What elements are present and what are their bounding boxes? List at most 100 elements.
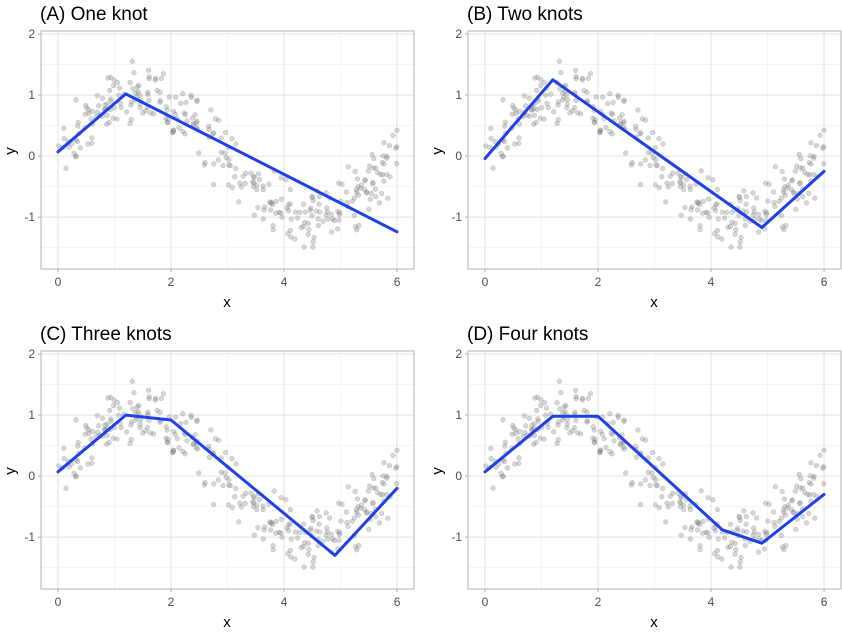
data-point xyxy=(789,178,795,184)
data-point xyxy=(564,416,571,423)
data-point xyxy=(758,218,765,224)
data-point xyxy=(556,378,562,384)
fit-line xyxy=(483,414,826,545)
data-point xyxy=(788,506,795,513)
data-point xyxy=(649,129,656,136)
data-point xyxy=(309,193,315,200)
data-point xyxy=(806,510,812,517)
data-point xyxy=(562,408,568,415)
data-point xyxy=(352,224,359,230)
data-point xyxy=(763,180,769,186)
data-point xyxy=(483,463,489,469)
data-point xyxy=(96,423,102,429)
data-point xyxy=(371,155,377,162)
data-point xyxy=(152,75,159,82)
data-point xyxy=(502,439,508,445)
data-point xyxy=(647,482,653,489)
data-point xyxy=(261,527,267,533)
data-point xyxy=(131,69,137,76)
data-point xyxy=(572,67,579,74)
data-point xyxy=(292,236,298,242)
data-point xyxy=(222,449,229,456)
x-tick-label: 0 xyxy=(482,595,489,609)
data-point xyxy=(597,128,604,134)
data-point xyxy=(267,207,274,213)
data-point xyxy=(170,129,176,135)
data-point xyxy=(110,82,117,89)
x-tick-label: 4 xyxy=(708,275,715,289)
data-point xyxy=(741,508,747,514)
data-point xyxy=(677,183,684,190)
data-point xyxy=(260,216,266,222)
data-point xyxy=(272,210,279,216)
data-point xyxy=(821,127,827,133)
data-point xyxy=(727,223,734,230)
data-point xyxy=(548,91,554,97)
data-point xyxy=(154,87,160,94)
data-point xyxy=(251,532,257,538)
data-point xyxy=(765,518,771,524)
data-point xyxy=(663,199,669,205)
data-point xyxy=(712,528,719,534)
data-point xyxy=(620,120,627,126)
data-point xyxy=(84,105,90,111)
data-point xyxy=(105,75,111,81)
data-point xyxy=(357,185,364,191)
data-point xyxy=(721,535,728,541)
data-point xyxy=(573,396,579,402)
data-point xyxy=(104,112,110,119)
data-point xyxy=(629,159,635,166)
data-point xyxy=(763,500,769,506)
panel-title: (B) Two knots xyxy=(467,4,583,25)
data-point xyxy=(194,417,200,423)
data-point xyxy=(166,94,172,100)
data-point xyxy=(386,143,393,149)
data-point xyxy=(174,435,180,442)
data-point xyxy=(541,436,547,442)
data-point xyxy=(645,135,651,141)
data-point xyxy=(73,473,79,479)
data-point xyxy=(772,203,778,210)
data-point xyxy=(542,92,549,98)
data-point xyxy=(783,222,789,229)
data-point xyxy=(160,71,167,77)
data-point xyxy=(782,512,789,518)
data-point xyxy=(502,123,508,129)
data-point xyxy=(302,539,308,546)
data-point xyxy=(292,556,298,562)
data-point xyxy=(643,437,649,443)
y-axis-title: y xyxy=(429,467,446,475)
data-point xyxy=(374,489,381,496)
data-point xyxy=(116,85,123,91)
data-point xyxy=(728,564,734,570)
data-point xyxy=(193,120,200,126)
panel-d: (D) Four knots 0 2 4 6 -1 0 1 2 x y xyxy=(429,324,842,631)
data-point xyxy=(772,484,779,490)
data-point xyxy=(490,485,496,491)
data-point xyxy=(534,74,541,80)
data-point xyxy=(603,125,609,131)
data-point xyxy=(145,387,152,394)
data-point xyxy=(605,100,611,107)
data-point xyxy=(251,174,258,181)
data-point xyxy=(537,82,544,89)
data-point xyxy=(638,130,644,136)
data-point xyxy=(137,421,143,427)
data-point xyxy=(300,223,307,230)
data-point xyxy=(693,519,700,525)
data-point xyxy=(669,180,675,187)
data-point xyxy=(255,524,261,531)
data-point xyxy=(180,91,186,97)
data-point xyxy=(309,194,316,201)
data-point xyxy=(353,507,360,513)
data-point xyxy=(656,456,662,462)
data-point xyxy=(188,92,194,98)
data-point xyxy=(573,97,579,104)
data-point xyxy=(83,102,89,109)
plot-area: 0 2 4 6 -1 0 1 2 xyxy=(24,347,415,609)
data-point xyxy=(597,129,603,135)
data-point xyxy=(188,412,194,418)
data-point xyxy=(300,521,307,527)
data-point xyxy=(811,153,817,160)
data-point xyxy=(106,119,112,126)
